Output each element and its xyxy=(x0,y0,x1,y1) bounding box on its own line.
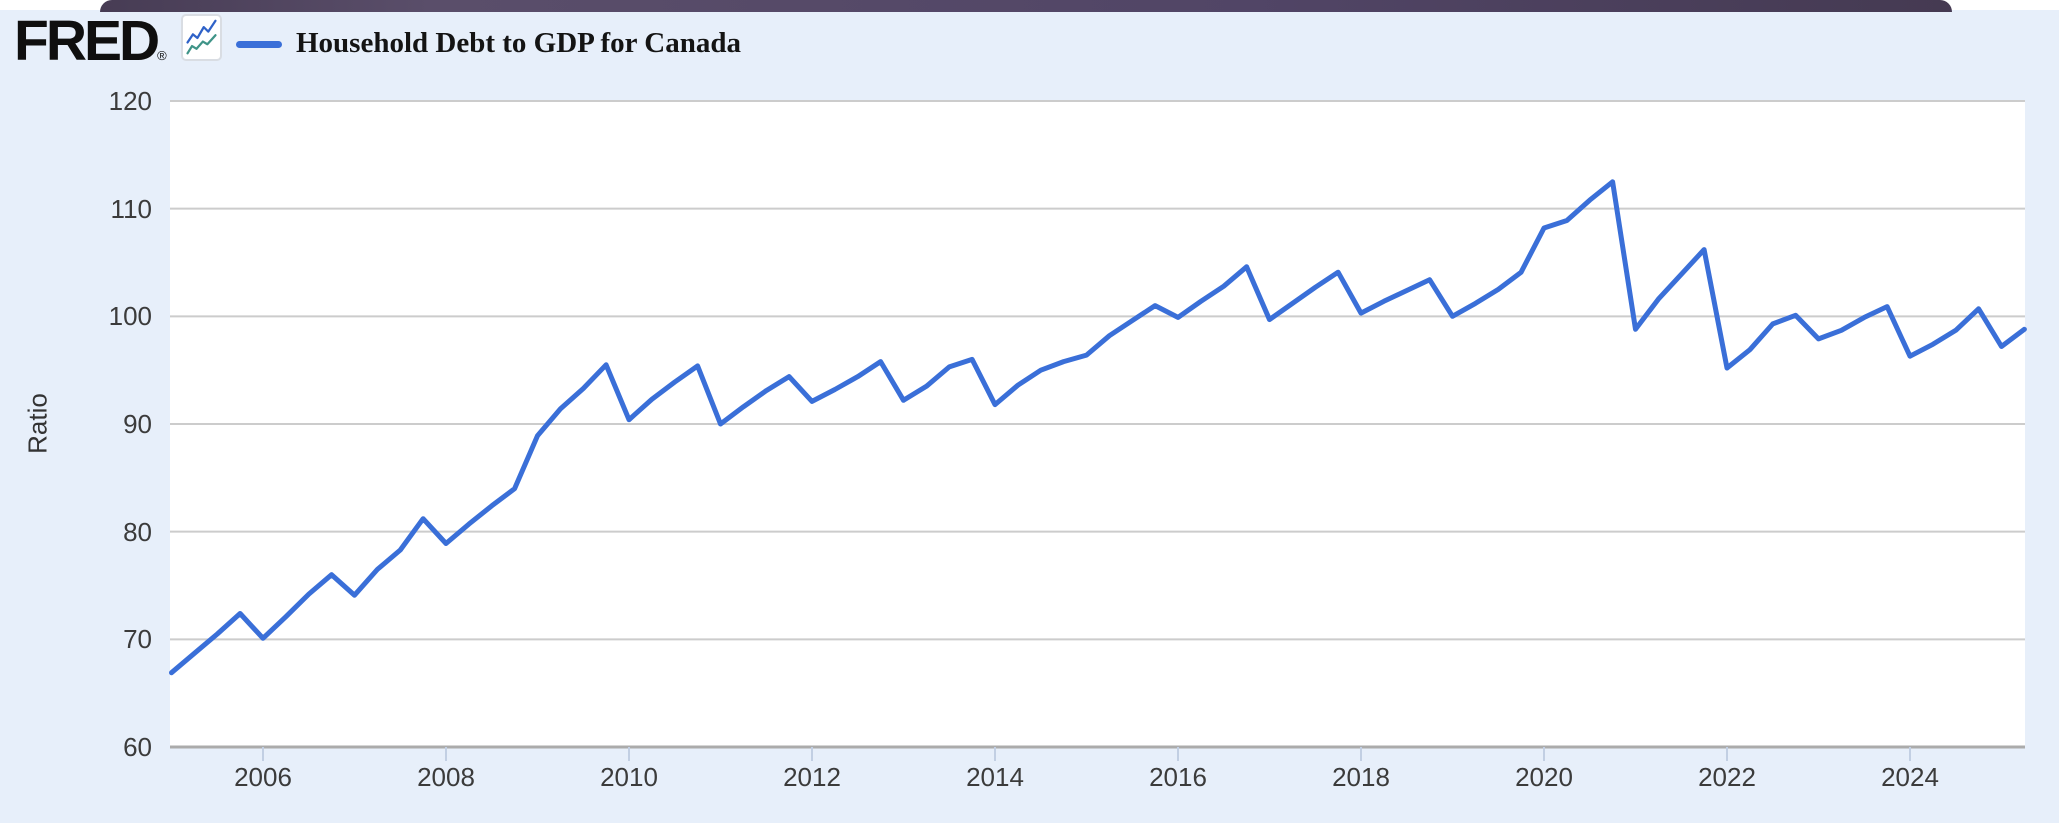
x-tick-label-2022: 2022 xyxy=(1698,762,1756,792)
fred-line-chart-icon xyxy=(181,14,222,61)
chart-header: FRED® Household Debt to GDP for Canada xyxy=(0,12,2059,72)
x-tick-label-2020: 2020 xyxy=(1515,762,1573,792)
y-tick-label-70: 70 xyxy=(123,624,152,655)
y-tick-label-60: 60 xyxy=(123,732,152,762)
series-line[interactable] xyxy=(169,179,2027,676)
legend-line-swatch xyxy=(236,41,282,48)
x-tick-label-2006: 2006 xyxy=(234,762,292,792)
window-top-bar xyxy=(100,0,1952,12)
x-tick-label-2012: 2012 xyxy=(783,762,841,792)
x-tick-label-2018: 2018 xyxy=(1332,762,1390,792)
y-tick-label-80: 80 xyxy=(123,516,152,547)
fred-logo[interactable]: FRED® xyxy=(14,9,167,73)
y-tick-label-100: 100 xyxy=(108,301,152,332)
y-tick-label-110: 110 xyxy=(110,193,152,224)
x-tick-label-2014: 2014 xyxy=(966,762,1024,792)
x-tick-label-2010: 2010 xyxy=(600,762,658,792)
y-tick-label-120: 120 xyxy=(108,86,152,116)
x-tick-label-2016: 2016 xyxy=(1149,762,1207,792)
x-tick-label-2024: 2024 xyxy=(1881,762,1939,792)
x-tick-label-2008: 2008 xyxy=(417,762,475,792)
registered-mark: ® xyxy=(157,48,167,63)
legend-series-label[interactable]: Household Debt to GDP for Canada xyxy=(296,27,741,59)
y-tick-label-90: 90 xyxy=(123,409,152,439)
